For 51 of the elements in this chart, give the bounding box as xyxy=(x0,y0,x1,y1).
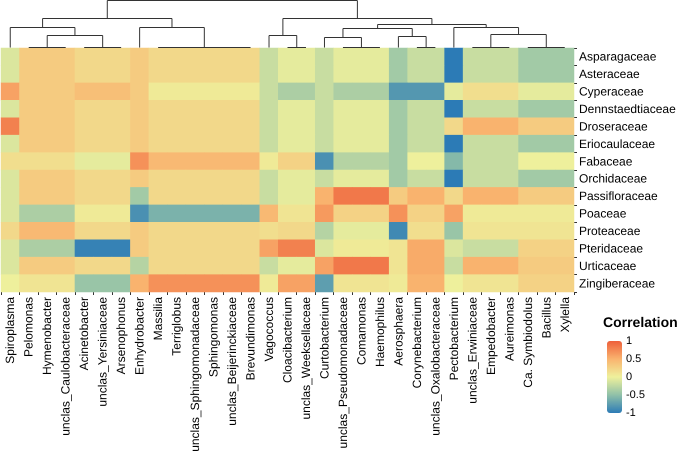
x-tick-label: Brevundimonas xyxy=(244,297,258,380)
x-tick-label: unclas_Yersiniaceae xyxy=(96,296,110,407)
x-tick-label: unclas_Pseudomonadaceae xyxy=(336,296,350,448)
x-tick-label: Spiroplasma xyxy=(3,296,18,364)
y-tick-label: Zingiberaceae xyxy=(579,276,656,290)
color-bar-label: 0.5 xyxy=(626,353,642,365)
x-tick-label: Pelomonas xyxy=(22,297,36,358)
x-tick-label: Pectobacterium xyxy=(446,297,461,380)
x-tick-label: unclas_Sphingomonadaceae xyxy=(188,296,202,452)
x-tick-label: Cloacibacterium xyxy=(280,297,294,384)
x-tick-label: Terriglobus xyxy=(170,297,184,356)
y-tick-label: Asparagaceae xyxy=(579,50,657,64)
x-tick-label: Comamonas xyxy=(354,297,368,366)
y-tick-label: Pteridaceae xyxy=(579,241,644,256)
y-tick-label: Poaceae xyxy=(579,206,627,221)
x-tick-label: Vagococcus xyxy=(262,297,276,362)
y-tick-label: Proteaceae xyxy=(579,224,641,238)
y-tick-label: Passifloraceae xyxy=(579,189,658,204)
y-tick-label: Urticaceae xyxy=(579,258,637,273)
y-tick-label: Cyperaceae xyxy=(579,84,644,99)
y-tick-label: Dennstaedtiaceae xyxy=(579,102,676,116)
x-tick-label: Xylella xyxy=(558,296,572,332)
color-bar-title: Correlation xyxy=(603,314,678,330)
color-bar-label: 0 xyxy=(626,371,632,383)
x-tick-label: Massilia xyxy=(151,296,166,340)
y-tick-label: Droseraceae xyxy=(579,119,648,134)
x-tick-label: unclas_Caulobacteraceae xyxy=(58,296,73,436)
x-tick-label: Empedobacter xyxy=(484,296,498,376)
x-tick-label: Enhydrobacter xyxy=(132,296,147,376)
x-tick-label: Bacillus xyxy=(539,297,554,338)
x-tick-label: Aureimonas xyxy=(502,297,516,362)
x-tick-label: unclas_Weeksellaceae xyxy=(298,296,313,420)
y-tick-label: Asteraceae xyxy=(579,67,640,82)
color-bar-label: 1 xyxy=(626,335,632,347)
x-tick-label: Haemophilus xyxy=(372,297,387,368)
x-tick-label: unclas_Oxalobacteraceae xyxy=(428,296,442,436)
y-tick-label: Fabaceae xyxy=(579,154,633,168)
color-bar-label: -1 xyxy=(626,407,636,419)
x-tick-label: Ca. Symbiodolus xyxy=(520,297,535,388)
color-bar-label: -0.5 xyxy=(626,389,645,401)
y-tick-label: Eriocaulaceae xyxy=(579,136,656,151)
y-tick-label: Orchidaceae xyxy=(579,172,648,186)
x-tick-label: Sphingomonas xyxy=(206,297,221,378)
x-tick-label: Arsenophonus xyxy=(114,297,128,374)
x-tick-label: Aerosphaera xyxy=(391,296,406,366)
x-tick-label: unclas_Beijerinckiaceae xyxy=(225,296,240,426)
x-tick-label: Acinetobacter xyxy=(77,297,92,370)
x-tick-label: Curtobacterium xyxy=(317,296,332,380)
x-tick-label: Hymenobacter xyxy=(40,297,54,376)
x-tick-label: Corynebacterium xyxy=(410,297,424,388)
x-tick-label: unclas_Erwiniaceae xyxy=(465,296,480,404)
